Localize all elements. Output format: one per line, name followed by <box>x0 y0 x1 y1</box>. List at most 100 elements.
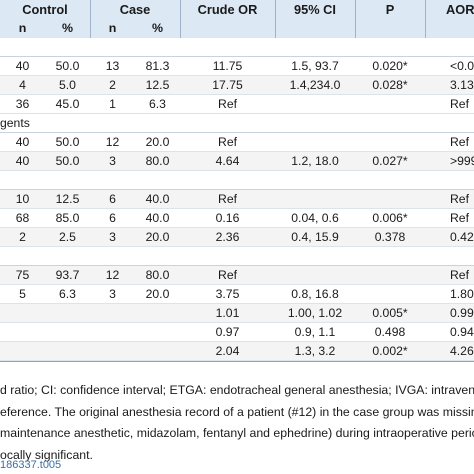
cell-kp: 81.3 <box>145 59 170 73</box>
cell-kn: 3 <box>109 230 116 244</box>
cell-kp <box>135 342 180 361</box>
cell-cp: 85.0 <box>55 211 80 225</box>
table-row: 2 2.5 3 20.0 2.36 0.4, 15.9 0.378 0.42 <box>0 228 474 247</box>
cell-aor: 3.13 <box>450 78 474 92</box>
cell-kn: 3 <box>109 287 116 301</box>
table-row: 36 45.0 1 6.3 Ref Ref <box>0 95 474 114</box>
footnote-line: maintenance anesthetic, midazolam, fenta… <box>0 426 474 440</box>
cell-p <box>355 285 425 304</box>
cell-kp: 20.0 <box>145 230 170 244</box>
table-header-row: Control Case Crude OR 95% CI P AOR <box>0 0 474 19</box>
cell-aor: 0.99 <box>450 306 474 320</box>
cell-p: 0.028* <box>372 78 408 92</box>
cell-ci: 0.9, 1.1 <box>294 325 336 339</box>
cell-cn: 2 <box>19 230 26 244</box>
column-divider <box>425 0 426 38</box>
table-bottom-rule <box>0 361 474 362</box>
cell-cp: 12.5 <box>55 192 80 206</box>
cell-or: 1.01 <box>215 306 240 320</box>
column-divider <box>90 0 91 38</box>
cell-kn: 6 <box>109 211 116 225</box>
table-row: 0.97 0.9, 1.1 0.498 0.94 <box>0 323 474 342</box>
table-row: 4 5.0 2 12.5 17.75 1.4,234.0 0.028* 3.13 <box>0 76 474 95</box>
cell-p <box>355 95 425 114</box>
cell-or: 0.16 <box>215 211 240 225</box>
cell-aor: 0.94 <box>450 325 474 339</box>
cell-ci: 0.8, 16.8 <box>291 287 339 301</box>
group-label: gents <box>0 116 30 130</box>
table-row: 40 50.0 13 81.3 11.75 1.5, 93.7 0.020* <0.0 <box>0 57 474 76</box>
row-divider <box>0 113 474 114</box>
cell-kp: 6.3 <box>149 97 166 111</box>
row-divider <box>0 151 474 152</box>
table-row: 2.04 1.3, 3.2 0.002* 4.26 <box>0 342 474 361</box>
header-ci: 95% CI <box>294 2 336 17</box>
cell-p <box>355 266 425 285</box>
cell-cn: 5 <box>19 287 26 301</box>
cell-kp: 20.0 <box>145 135 170 149</box>
group-label <box>0 171 200 190</box>
cell-cp: 50.0 <box>55 154 80 168</box>
cell-cn <box>0 342 45 361</box>
table-group-row <box>0 38 474 57</box>
cell-or: Ref <box>218 268 237 282</box>
header-aor: AOR <box>446 2 474 17</box>
header-control: Control <box>22 2 68 17</box>
cell-aor: Ref <box>450 268 469 282</box>
cell-kn: 12 <box>105 268 120 282</box>
row-divider <box>0 246 474 247</box>
cell-ci: 1.00, 1.02 <box>287 306 343 320</box>
doi-link[interactable]: 186337.t005 <box>0 459 62 471</box>
cell-ci <box>275 133 355 152</box>
cell-ci: 1.2, 18.0 <box>291 154 339 168</box>
cell-cp: 6.3 <box>59 287 76 301</box>
cell-ci <box>275 190 355 209</box>
cell-cn: 40 <box>15 135 30 149</box>
cell-kp: 12.5 <box>145 78 170 92</box>
cell-cp: 45.0 <box>55 97 80 111</box>
subheader-n-case: n <box>108 21 117 35</box>
row-divider <box>0 303 474 304</box>
column-divider <box>275 0 276 38</box>
row-divider <box>0 56 474 57</box>
cell-p: 0.378 <box>374 230 406 244</box>
cell-kn: 13 <box>105 59 120 73</box>
cell-ci <box>275 266 355 285</box>
column-divider <box>180 0 181 38</box>
row-divider <box>0 227 474 228</box>
cell-cp: 93.7 <box>55 268 80 282</box>
cell-cp <box>45 323 90 342</box>
row-divider <box>0 170 474 171</box>
cell-aor: >999. <box>450 154 474 168</box>
cell-aor: 1.80 <box>450 287 474 301</box>
cell-or: 11.75 <box>212 59 243 73</box>
cell-kn: 6 <box>109 192 116 206</box>
row-divider <box>0 341 474 342</box>
cell-aor: 4.26 <box>450 344 474 358</box>
row-divider <box>0 265 474 266</box>
subheader-pct-control: % <box>61 21 74 35</box>
cell-aor: <0.0 <box>450 59 474 73</box>
row-divider <box>0 284 474 285</box>
table-row: 68 85.0 6 40.0 0.16 0.04, 0.6 0.006* Ref <box>0 209 474 228</box>
table-row: 40 50.0 3 80.0 4.64 1.2, 18.0 0.027* >999. <box>0 152 474 171</box>
cell-or: 0.97 <box>215 325 240 339</box>
header-case: Case <box>119 2 151 17</box>
cell-cp: 50.0 <box>55 59 80 73</box>
cell-aor: Ref <box>450 192 469 206</box>
cell-p: 0.498 <box>374 325 406 339</box>
cell-cp <box>45 342 90 361</box>
cell-cn: 68 <box>15 211 30 225</box>
cell-cn <box>0 304 45 323</box>
cell-or: Ref <box>218 192 237 206</box>
cell-p <box>355 133 425 152</box>
cell-cp <box>45 304 90 323</box>
cell-p: 0.027* <box>372 154 408 168</box>
cell-kn: 2 <box>109 78 116 92</box>
row-divider <box>0 322 474 323</box>
cell-or: 2.36 <box>215 230 240 244</box>
cell-p <box>355 190 425 209</box>
table-row: 1.01 1.00, 1.02 0.005* 0.99 <box>0 304 474 323</box>
group-label <box>0 247 200 266</box>
table-row: 5 6.3 3 20.0 3.75 0.8, 16.8 1.80 <box>0 285 474 304</box>
